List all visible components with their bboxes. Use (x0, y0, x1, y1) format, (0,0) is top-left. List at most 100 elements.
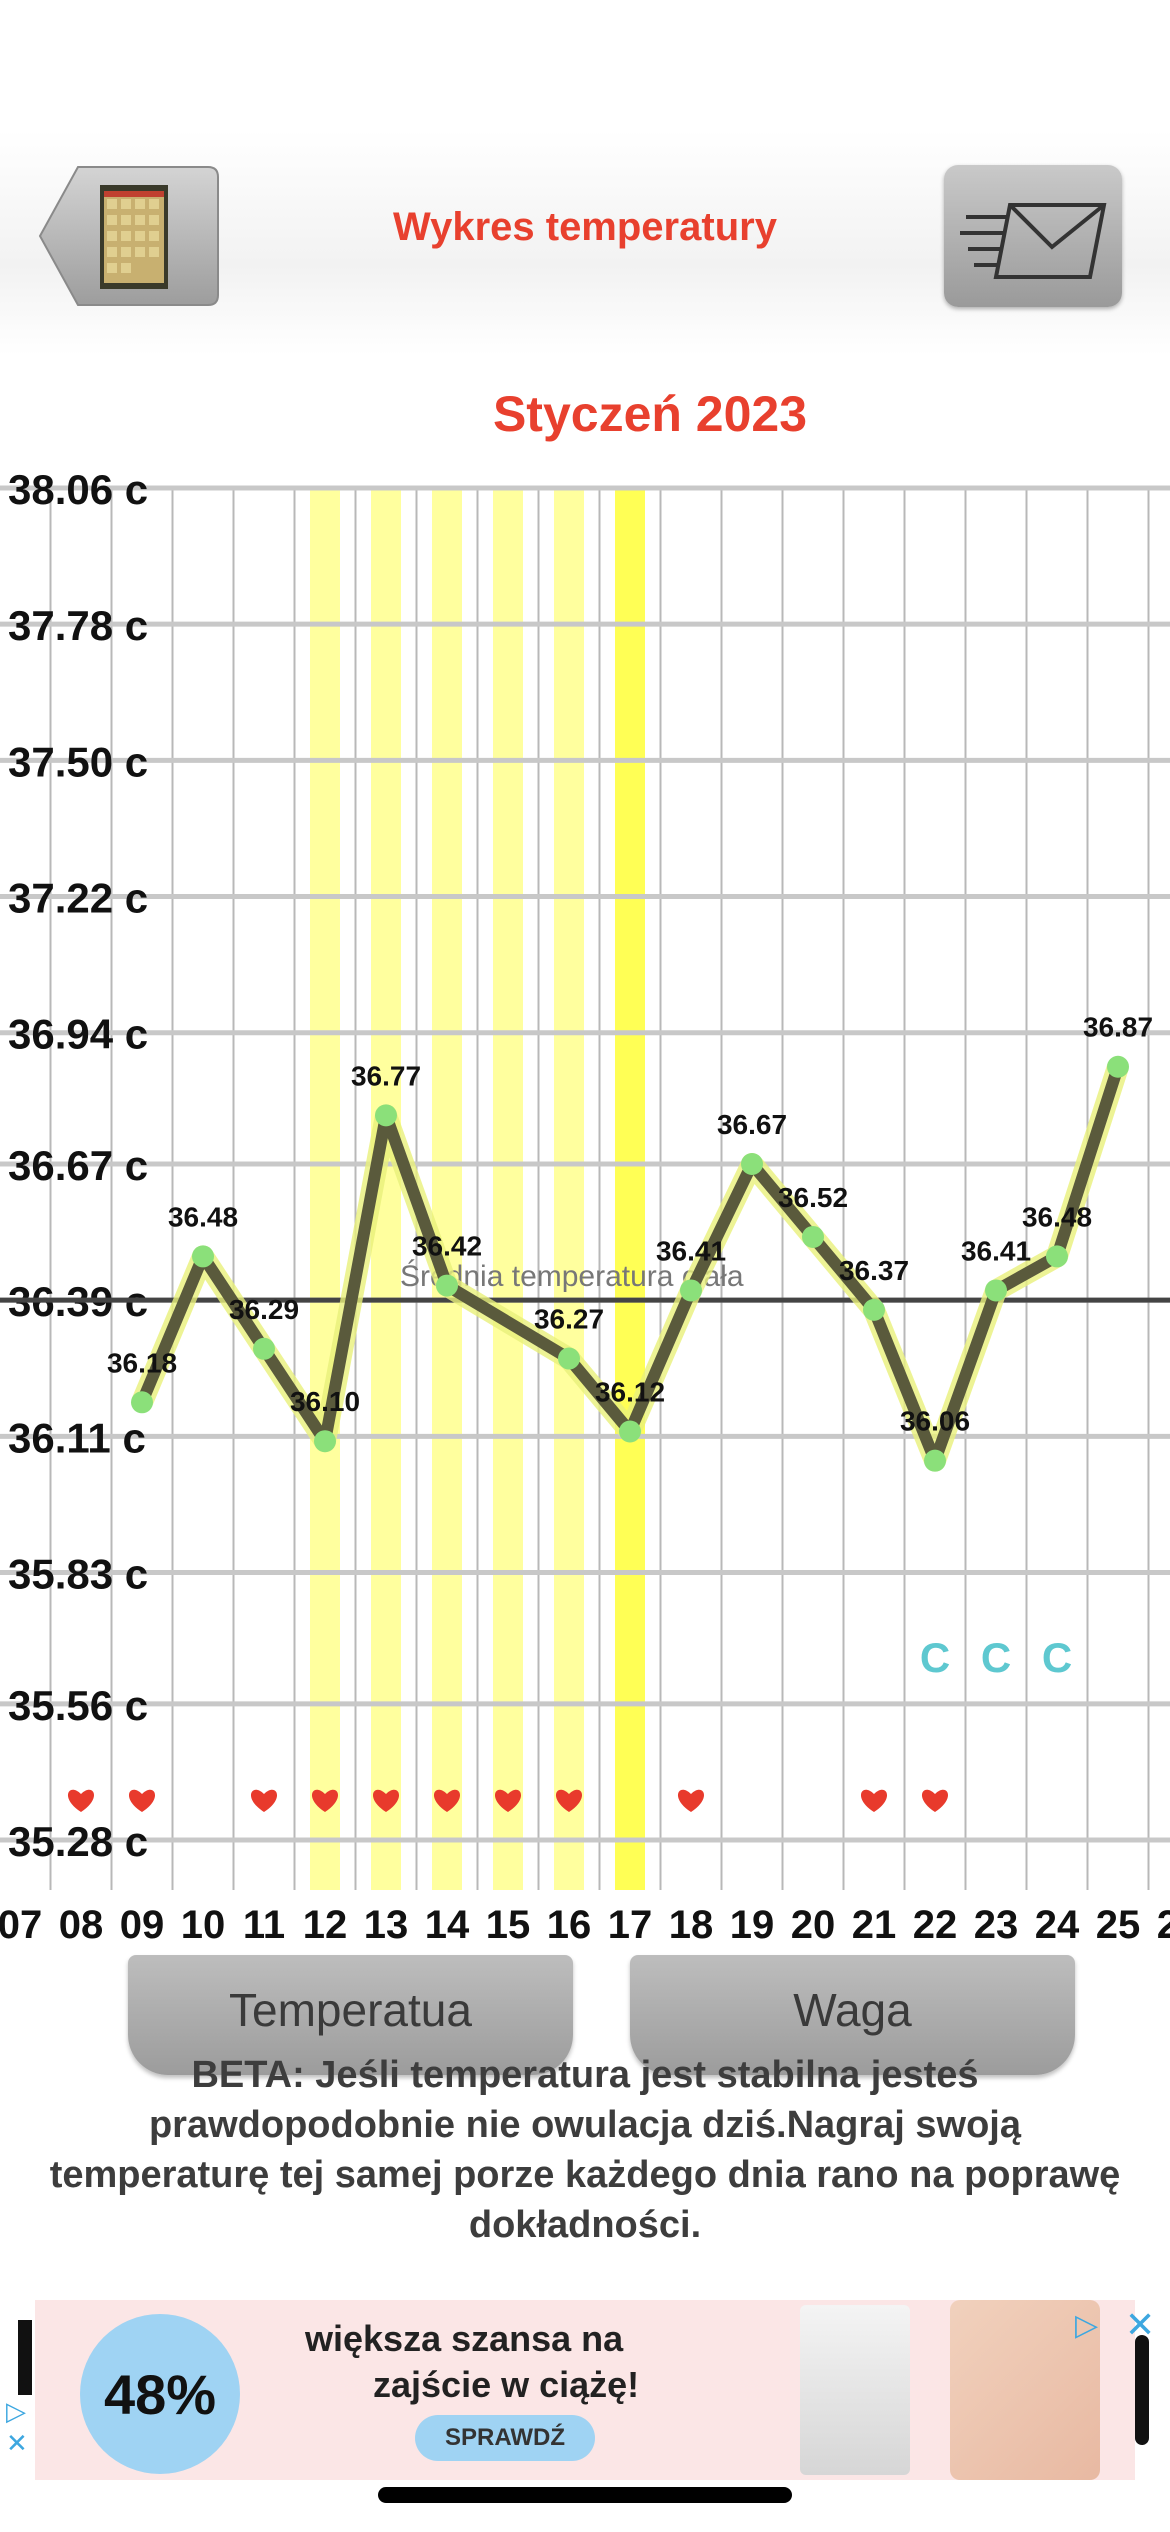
back-button[interactable] (38, 165, 220, 307)
highlight-band (493, 490, 523, 1890)
x-tick-label: 23 (974, 1903, 1019, 1947)
x-tick-label: 17 (608, 1903, 653, 1947)
temperature-chart: 38.06 c 37.78 c 37.50 c 37.22 c 36.94 c 36.67… (0, 466, 1170, 1947)
data-point (985, 1279, 1007, 1302)
c-marker: C (920, 1634, 950, 1681)
x-tick-label: 24 (1035, 1903, 1080, 1947)
heart-icon (128, 1789, 156, 1812)
x-tick-label: 26 (1157, 1903, 1170, 1947)
ad-choices-mini-icon[interactable]: ▷ ✕ (6, 2396, 28, 2458)
mail-send-icon (960, 203, 1107, 279)
data-label: 36.77 (351, 1060, 421, 1091)
x-tick-label: 07 (0, 1903, 42, 1947)
data-point (1107, 1055, 1129, 1078)
heart-icon (494, 1789, 522, 1812)
data-point (253, 1337, 275, 1360)
data-label: 36.18 (107, 1347, 177, 1378)
y-tick-label: 35.56 c (8, 1682, 148, 1729)
ad-content[interactable]: 48% większa szansa na zajście w ciążę! S… (35, 2300, 1155, 2480)
data-label: 36.67 (717, 1109, 787, 1140)
highlight-band (432, 490, 462, 1890)
send-mail-button[interactable] (944, 165, 1122, 307)
y-tick-label: 35.28 c (8, 1818, 148, 1865)
x-tick-label: 15 (486, 1903, 531, 1947)
ad-cta-button[interactable]: SPRAWDŹ (415, 2415, 595, 2461)
tab-weight[interactable]: Waga (630, 1955, 1075, 2075)
data-label: 36.06 (900, 1406, 970, 1437)
x-tick-label: 10 (181, 1903, 226, 1947)
ad-headline-2: zajście w ciążę! (373, 2364, 640, 2405)
heart-icon (921, 1789, 949, 1812)
heart-icon (555, 1789, 583, 1812)
y-tick-label: 37.22 c (8, 875, 148, 922)
data-label: 36.12 (595, 1376, 665, 1407)
x-tick-label: 12 (303, 1903, 348, 1947)
data-point (680, 1279, 702, 1302)
ad-hand-image (950, 2300, 1100, 2480)
data-label: 36.42 (412, 1231, 482, 1262)
y-tick-label: 36.67 c (8, 1142, 148, 1189)
ad-choices-icon[interactable]: ▷ (1075, 2309, 1099, 2342)
heart-icon (250, 1789, 278, 1812)
ad-edge-bar (18, 2320, 32, 2395)
y-tick-label: 37.78 c (8, 602, 148, 649)
data-point (924, 1449, 946, 1472)
info-text: BETA: Jeśli temperatura jest stabilna je… (49, 2054, 1121, 2246)
data-point (558, 1347, 580, 1370)
x-tick-label: 13 (364, 1903, 409, 1947)
home-indicator (378, 2487, 792, 2503)
highlight-band (554, 490, 584, 1890)
series-line (136, 1064, 1124, 1467)
data-label: 36.48 (168, 1201, 238, 1232)
heart-icon (311, 1789, 339, 1812)
data-label: 36.41 (656, 1235, 726, 1266)
data-point (802, 1225, 824, 1248)
c-marker: C (981, 1634, 1011, 1681)
heart-icon (860, 1789, 888, 1812)
data-point (131, 1391, 153, 1414)
y-tick-label: 36.94 c (8, 1011, 148, 1058)
tab-temperature[interactable]: Temperatua (128, 1955, 573, 2075)
heart-icon (433, 1789, 461, 1812)
c-marker: C (1042, 1634, 1072, 1681)
data-point (741, 1153, 763, 1175)
x-tick-label: 18 (669, 1903, 714, 1947)
ad-banner[interactable]: ▷ ✕ 48% większa szansa na zajście w ciążę… (0, 2295, 1170, 2480)
heart-icon (372, 1789, 400, 1812)
data-point (619, 1420, 641, 1443)
heart-icon (67, 1789, 95, 1812)
data-label: 36.48 (1022, 1201, 1092, 1232)
data-label: 36.41 (961, 1235, 1031, 1266)
heart-icon (677, 1789, 705, 1812)
x-tick-label: 16 (547, 1903, 592, 1947)
x-tick-label: 14 (425, 1903, 470, 1947)
ad-edge-bar-right (1135, 2335, 1149, 2445)
x-tick-label: 09 (120, 1903, 165, 1947)
data-label: 36.27 (534, 1304, 604, 1335)
x-tick-label: 20 (791, 1903, 836, 1947)
x-tick-label: 21 (852, 1903, 897, 1947)
ad-product-image (800, 2305, 910, 2475)
ad-percent-badge: 48% (80, 2314, 240, 2474)
data-label: 36.52 (778, 1182, 848, 1213)
data-point (863, 1298, 885, 1321)
data-point (375, 1104, 397, 1127)
data-label: 36.10 (290, 1386, 360, 1417)
data-point (192, 1245, 214, 1268)
ad-headline-1: większa szansa na (305, 2318, 624, 2359)
data-label: 36.29 (229, 1294, 299, 1325)
x-tick-label: 11 (243, 1903, 285, 1947)
x-tick-label: 25 (1096, 1903, 1141, 1947)
y-tick-label: 36.11 c (8, 1414, 146, 1461)
x-tick-label: 22 (913, 1903, 958, 1947)
data-label: 36.87 (1083, 1012, 1153, 1043)
peak-band (615, 490, 645, 1890)
y-tick-label: 37.50 c (8, 738, 148, 785)
calendar-icon (38, 166, 219, 306)
data-point (436, 1274, 458, 1297)
x-tick-label: 19 (730, 1903, 775, 1947)
chart-month-title: Styczeń 2023 (492, 386, 808, 442)
data-point (1046, 1245, 1068, 1268)
y-tick-label: 38.06 c (8, 466, 148, 513)
data-point (314, 1430, 336, 1453)
